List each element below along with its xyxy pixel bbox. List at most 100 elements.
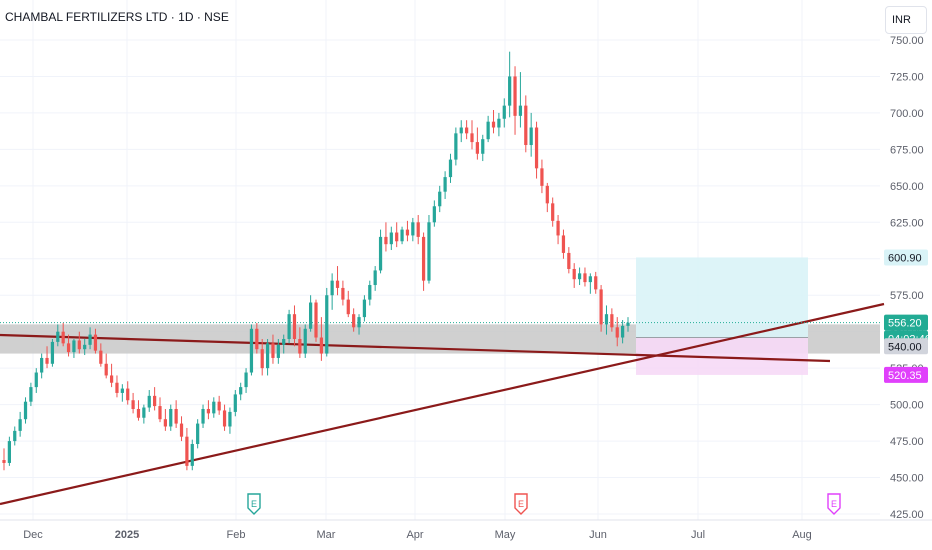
x-tick-label: Aug xyxy=(792,529,812,541)
candle-body xyxy=(222,410,227,427)
target-zone xyxy=(636,257,808,338)
candle-body xyxy=(309,302,313,329)
y-tick-label: 575.00 xyxy=(890,290,924,302)
candle-body xyxy=(13,430,17,442)
candle-body xyxy=(556,220,560,236)
candle-body xyxy=(421,236,426,281)
candle-body xyxy=(120,388,124,393)
x-tick-label: Dec xyxy=(23,529,43,541)
candle-body xyxy=(179,423,184,437)
price-tag-target xyxy=(884,249,928,266)
candle-body xyxy=(459,127,463,134)
earnings-marker xyxy=(247,493,261,515)
earnings-marker-label: E xyxy=(831,499,837,509)
x-tick-label: May xyxy=(495,529,516,541)
candle-body xyxy=(465,127,469,134)
candle-body xyxy=(174,408,178,424)
candle-body xyxy=(233,394,237,412)
candle-body xyxy=(416,222,420,237)
earnings-marker-label: E xyxy=(518,499,524,509)
candle-body xyxy=(486,121,490,140)
candle-body xyxy=(561,235,566,253)
candle-body xyxy=(217,401,221,411)
candle-body xyxy=(513,76,517,116)
candle-body xyxy=(83,344,87,350)
candle-body xyxy=(432,206,436,223)
time-axis[interactable]: Dec 2025 Feb Mar Apr May Jun Jul Aug xyxy=(23,529,812,541)
candle-body xyxy=(271,343,275,358)
candle-body xyxy=(147,395,151,408)
candle-body xyxy=(540,168,544,186)
candle-body xyxy=(572,268,576,280)
candle-body xyxy=(610,314,614,328)
candle-body xyxy=(260,349,264,369)
candle-body xyxy=(228,411,232,427)
candle-body xyxy=(314,302,318,338)
candle-body xyxy=(497,118,501,128)
candle-body xyxy=(389,232,393,245)
candle-body xyxy=(212,401,216,414)
price-axis[interactable]: 425.00450.00475.00500.00525.00550.00575.… xyxy=(890,35,924,521)
candle-body xyxy=(395,232,399,242)
candle-body xyxy=(99,350,103,364)
candle-body xyxy=(518,105,523,116)
candle-body xyxy=(319,337,323,354)
candle-body xyxy=(18,419,22,431)
candle-body xyxy=(40,357,44,373)
candle-body xyxy=(244,372,248,388)
candle-body xyxy=(604,314,609,325)
candle-body xyxy=(491,121,496,128)
candle-body xyxy=(66,343,71,353)
candle-body xyxy=(2,460,6,463)
candle-body xyxy=(190,443,194,466)
candle-body xyxy=(352,314,356,328)
candle-body xyxy=(93,334,98,351)
candle-body xyxy=(529,127,533,146)
y-tick-label: 450.00 xyxy=(890,473,924,485)
price-tag-stop xyxy=(884,366,928,383)
candle-body xyxy=(567,252,571,269)
candle-body xyxy=(621,325,625,338)
candle-body xyxy=(438,191,442,207)
candles-group xyxy=(2,51,630,471)
candle-body xyxy=(239,387,243,395)
candle-body xyxy=(384,236,388,245)
candle-body xyxy=(325,295,329,354)
candle-body xyxy=(330,280,334,296)
candle-body xyxy=(255,328,259,350)
x-tick-label: Feb xyxy=(227,529,246,541)
candle-body xyxy=(265,343,270,369)
earnings-marker xyxy=(827,493,841,515)
y-tick-label: 725.00 xyxy=(890,71,924,83)
falling-trendline[interactable] xyxy=(0,333,831,363)
price-tag-level-label: 540.00 xyxy=(888,341,922,353)
candle-body xyxy=(502,105,506,119)
chart-title: CHAMBAL FERTILIZERS LTD · 1D · NSE xyxy=(5,10,229,24)
currency-button[interactable]: INR xyxy=(885,6,927,34)
candle-body xyxy=(583,273,587,283)
candle-body xyxy=(346,299,350,315)
y-tick-label: 625.00 xyxy=(890,217,924,229)
candle-body xyxy=(524,105,528,146)
candle-body xyxy=(34,372,38,388)
price-tag-target-label: 600.90 xyxy=(888,252,922,264)
candle-body xyxy=(276,344,280,358)
y-tick-label: 475.00 xyxy=(890,436,924,448)
candle-body xyxy=(599,289,603,325)
candle-body xyxy=(626,322,630,326)
candle-body xyxy=(185,436,189,466)
candle-body xyxy=(72,340,76,353)
y-tick-label: 425.00 xyxy=(890,509,924,521)
candle-body xyxy=(378,236,383,271)
price-tag-stop-label: 520.35 xyxy=(888,370,922,382)
candle-body xyxy=(126,388,130,401)
candle-body xyxy=(158,406,162,420)
candle-body xyxy=(61,331,65,344)
candle-body xyxy=(50,341,55,364)
rising-trendline[interactable] xyxy=(0,302,885,506)
candle-body xyxy=(282,338,286,345)
candle-body xyxy=(588,276,592,283)
